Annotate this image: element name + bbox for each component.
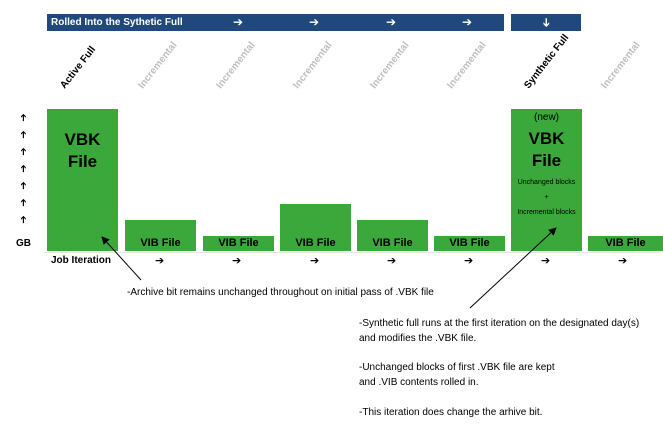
- synth-vbk-line2: File: [531, 151, 562, 170]
- column-label: Incremental: [599, 39, 643, 91]
- vib-bar: VIB File: [125, 220, 196, 251]
- column-label: Incremental: [214, 39, 258, 91]
- rolled-into-banner: Rolled Into the Sythetic Full ➔ ➔ ➔ ➔: [47, 14, 504, 31]
- synthetic-banner: ➔: [511, 14, 581, 31]
- column-label: Active Full: [58, 44, 99, 91]
- y-axis-arrow-up-icon: ➔: [18, 147, 30, 156]
- vib-bar: VIB File: [203, 236, 274, 251]
- synth-plus-label: +: [544, 194, 549, 201]
- column-label: Incremental: [368, 39, 412, 91]
- synthetic-note-line1: -Synthetic full runs at the first iterat…: [359, 318, 640, 329]
- vib-bar: VIB File: [280, 204, 351, 251]
- y-axis-arrow-up-icon: ➔: [18, 113, 30, 122]
- archive-bit-note: -Archive bit remains unchanged throughou…: [127, 287, 434, 298]
- banner-arrow-right-icon: ➔: [309, 15, 320, 29]
- vib-label: VIB File: [372, 237, 413, 249]
- banner-arrow-right-icon: ➔: [462, 15, 473, 29]
- x-axis-arrow-right-icon: ➔: [541, 255, 551, 267]
- synthetic-full-vbk-bar: (new) VBK File Unchanged blocks + Increm…: [511, 109, 582, 251]
- vib-bar: VIB File: [588, 236, 663, 251]
- vbk-label-line2: File: [67, 152, 98, 171]
- y-axis-arrow-up-icon: ➔: [18, 164, 30, 173]
- y-axis-arrow-up-icon: ➔: [18, 198, 30, 207]
- x-axis-arrow-right-icon: ➔: [155, 255, 165, 267]
- active-full-vbk-bar: VBK File: [47, 109, 118, 251]
- synth-vbk-line1: VBK: [528, 129, 565, 148]
- y-axis-arrow-up-icon: ➔: [18, 215, 30, 224]
- x-axis-arrow-right-icon: ➔: [310, 255, 320, 267]
- vib-bar: VIB File: [357, 220, 428, 251]
- vib-label: VIB File: [605, 237, 646, 249]
- banner-title: Rolled Into the Sythetic Full: [51, 17, 183, 28]
- vib-label: VIB File: [140, 237, 181, 249]
- vbk-label-line1: VBK: [64, 130, 101, 149]
- vib-bar: VIB File: [434, 236, 505, 251]
- synthetic-note-line2: and modifies the .VBK file.: [359, 333, 477, 344]
- y-axis-arrow-up-icon: ➔: [18, 181, 30, 190]
- banner-arrow-right-icon: ➔: [233, 15, 244, 29]
- y-axis-label: GB: [16, 238, 31, 249]
- unchanged-note-line1: -Unchanged blocks of first .VBK file are…: [359, 362, 555, 373]
- vib-label: VIB File: [218, 237, 259, 249]
- vib-label: VIB File: [449, 237, 490, 249]
- column-label: Synthetic Full: [522, 32, 572, 91]
- x-axis-arrow-right-icon: ➔: [232, 255, 242, 267]
- iteration-note: -This iteration does change the arhive b…: [359, 407, 543, 418]
- vib-label: VIB File: [295, 237, 336, 249]
- x-axis-arrow-right-icon: ➔: [387, 255, 397, 267]
- x-axis-arrow-right-icon: ➔: [618, 255, 628, 267]
- baseline: [44, 252, 662, 253]
- banner-arrow-right-icon: ➔: [386, 15, 397, 29]
- y-axis-arrow-up-icon: ➔: [18, 130, 30, 139]
- synth-new-label: (new): [533, 112, 559, 123]
- x-axis-arrow-right-icon: ➔: [464, 255, 474, 267]
- banner-arrow-down-icon: ➔: [539, 17, 554, 28]
- synth-incremental-label: Incremental blocks: [517, 209, 576, 216]
- column-label: Incremental: [445, 39, 489, 91]
- synth-unchanged-label: Unchanged blocks: [517, 179, 576, 186]
- unchanged-note-line2: and .VIB contents rolled in.: [359, 377, 479, 388]
- column-label: Incremental: [291, 39, 335, 91]
- column-label: Incremental: [136, 39, 180, 91]
- x-axis-label: Job Iteration: [51, 255, 112, 266]
